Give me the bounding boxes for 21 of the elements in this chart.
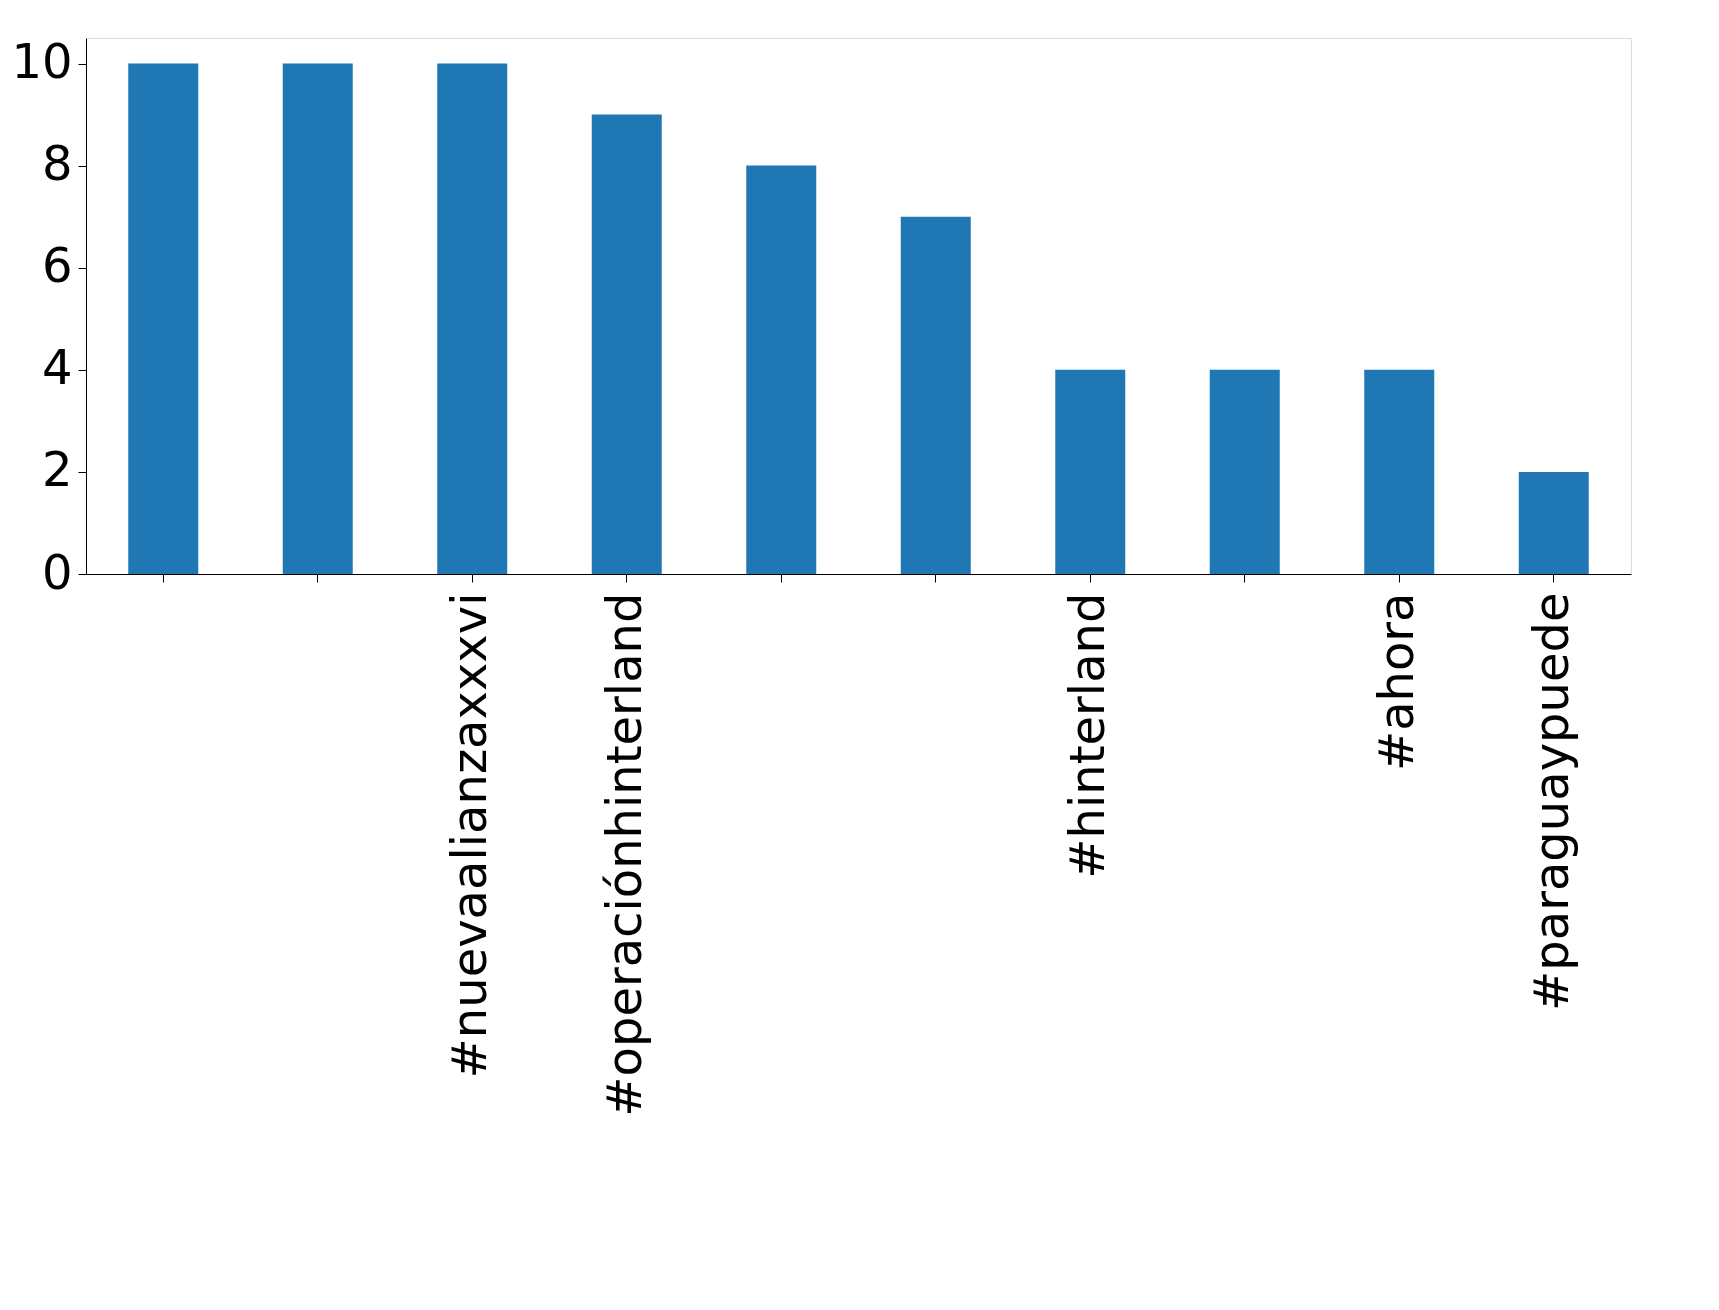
bar: [1055, 369, 1126, 574]
y-tick-label: 0: [41, 543, 73, 600]
bar: [900, 216, 971, 574]
bar: [1364, 369, 1435, 574]
y-tick-label: 2: [41, 441, 73, 498]
bar: [437, 63, 508, 574]
y-tick-label: 10: [11, 33, 73, 90]
x-tick-label: #nuevaalianzaxxxvi: [441, 592, 498, 1079]
bar: [746, 165, 817, 574]
x-tick-label: #paraguaypuede: [1522, 592, 1579, 1011]
x-tick-label: #operaciónhinterland: [595, 592, 652, 1117]
y-tick-label: 4: [41, 339, 73, 396]
bar: [282, 63, 353, 574]
bar: [591, 114, 662, 574]
y-tick-label: 8: [41, 135, 73, 192]
x-tick-label: #hinterland: [1059, 592, 1116, 879]
x-tick-label: #ahora: [1368, 592, 1425, 772]
y-tick-label: 6: [41, 237, 73, 294]
bar: [1209, 369, 1280, 574]
bar: [128, 63, 199, 574]
bar: [1518, 471, 1589, 574]
